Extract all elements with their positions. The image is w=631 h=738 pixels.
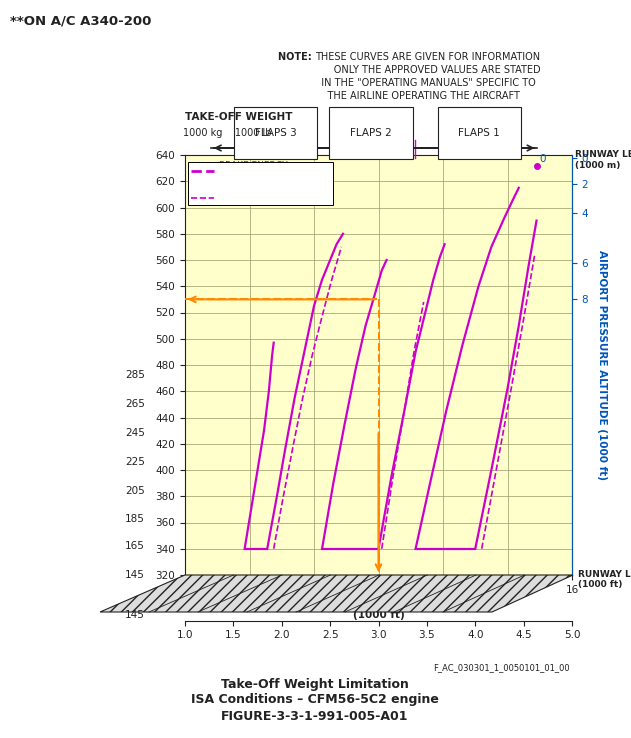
Text: FLAPS 3: FLAPS 3 [255,128,297,138]
Text: NOTE:: NOTE: [278,52,315,62]
Text: RUNWAY LENGTH
(1000 m): RUNWAY LENGTH (1000 m) [575,151,631,170]
Text: IN THE "OPERATING MANUALS" SPECIFIC TO: IN THE "OPERATING MANUALS" SPECIFIC TO [315,78,536,88]
Text: **ON A/C A340-200: **ON A/C A340-200 [10,15,151,28]
Text: FLAPS 2: FLAPS 2 [350,128,392,138]
Text: Take-Off Weight Limitation: Take-Off Weight Limitation [221,678,409,691]
Text: ISA Conditions – CFM56-5C2 engine: ISA Conditions – CFM56-5C2 engine [191,693,439,706]
Text: FIGURE-3-3-1-991-005-A01: FIGURE-3-3-1-991-005-A01 [221,710,409,723]
Text: THE AIRLINE OPERATING THE AIRCRAFT: THE AIRLINE OPERATING THE AIRCRAFT [315,91,520,101]
Text: 145: 145 [125,570,145,580]
Text: TAKE-OFF WEIGHT: TAKE-OFF WEIGHT [185,112,293,122]
Text: RUNWAY LENGTH
(1000 ft): RUNWAY LENGTH (1000 ft) [578,570,631,590]
Text: BRAKE ENERGY
LIMITATION: BRAKE ENERGY LIMITATION [219,161,288,181]
X-axis label: RUNWAY LENGTH
(1000 ft): RUNWAY LENGTH (1000 ft) [328,599,429,621]
Text: FLAPS 1: FLAPS 1 [458,128,500,138]
Text: 285: 285 [125,370,145,381]
Text: 1000 kg    1000 lb: 1000 kg 1000 lb [183,128,271,138]
Text: THESE CURVES ARE GIVEN FOR INFORMATION: THESE CURVES ARE GIVEN FOR INFORMATION [315,52,540,62]
Text: 185: 185 [125,514,145,523]
Text: 0: 0 [539,154,546,164]
Text: 245: 245 [125,428,145,438]
Text: 145: 145 [125,610,145,620]
Text: F_AC_030301_1_0050101_01_00: F_AC_030301_1_0050101_01_00 [433,663,570,672]
Text: ONLY THE APPROVED VALUES ARE STATED: ONLY THE APPROVED VALUES ARE STATED [315,65,541,75]
Polygon shape [100,575,573,612]
Text: 165: 165 [125,541,145,551]
Text: V.M.C: V.M.C [219,194,244,203]
Y-axis label: AIRPORT PRESSURE ALTITUDE (1000 ft): AIRPORT PRESSURE ALTITUDE (1000 ft) [597,250,606,480]
Text: 205: 205 [125,486,145,496]
FancyBboxPatch shape [188,162,333,205]
Text: 265: 265 [125,399,145,410]
Text: 225: 225 [125,457,145,467]
